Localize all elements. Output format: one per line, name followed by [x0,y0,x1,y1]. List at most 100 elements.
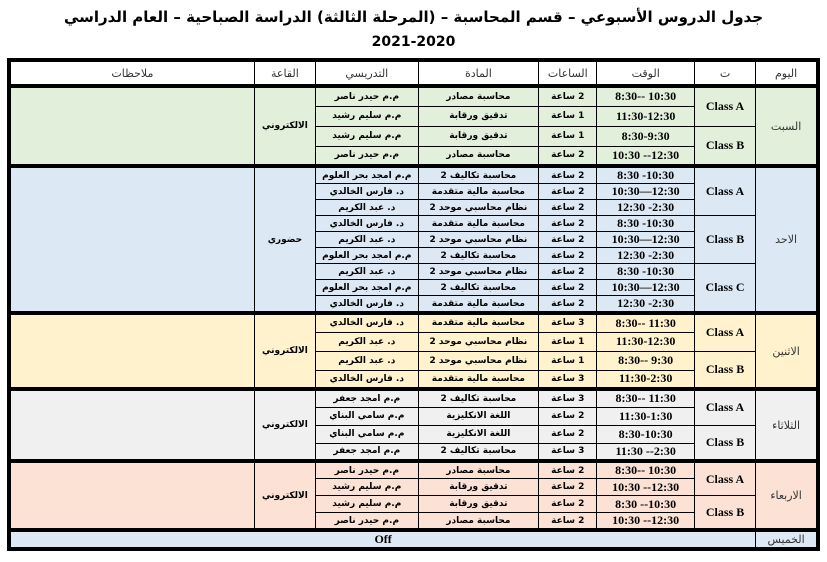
hours-cell: 1 ساعة [538,331,598,352]
header-time: الوقت [596,59,695,87]
subject-cell: محاسبة مالية متقدمة [417,311,540,333]
subject-cell: محاسبة مصادر [417,512,540,531]
day-cell: الخميس [755,528,819,550]
table-row: الثلاثاء Class A 8:30-- 11:30 3 ساعة محاسبة … [8,387,819,462]
hours-cell: 2 ساعة [538,84,598,107]
table-row: 10:30—12:30 2 ساعة نظام محاسبي موحد 2 د. عب… [9,231,818,248]
hall-cell: الالكتروني [253,311,317,390]
time-cell: 10:30—12:30 [596,231,695,248]
time-cell: 10:30 --12:30 [596,145,695,167]
subject-cell: محاسبة مالية متقدمة [417,215,540,232]
table-row: السبت Class A 8:30-- 10:30 2 ساعة محاسبة مصا… [8,84,819,167]
teacher-cell: د. فارس الخالدي [315,369,419,390]
teacher-cell: د. عبد الكريم [315,350,419,371]
hours-cell: 3 ساعة [538,442,598,462]
subject-cell: محاسبة مصادر [417,145,540,167]
hours-cell: 2 ساعة [538,199,598,216]
header-row: اليوم ت الوقت الساعات المادة التدريسي ال… [8,59,819,87]
header-day: اليوم [755,59,819,87]
time-cell: 8:30-- 11:30 [596,311,695,333]
subject-cell: اللغة الانكليزية [417,406,540,426]
class-cell: Class B [693,125,757,167]
teacher-cell: د. عبد الكريم [315,263,419,280]
teacher-cell: م.م امجد بحر العلوم [315,279,419,296]
subject-cell: محاسبة تكاليف 2 [417,164,540,184]
teacher-cell: م.م سليم رشيد [315,495,419,513]
hours-cell: 2 ساعة [538,247,598,264]
time-cell: 11:30 --2:30 [596,442,695,462]
subject-cell: نظام محاسبي موحد 2 [417,331,540,352]
time-cell: 8:30-9:30 [596,125,695,147]
time-cell: 12:30 -2:30 [596,199,695,216]
hall-cell: الالكتروني [253,84,317,167]
hours-cell: 2 ساعة [538,459,598,479]
class-cell: Class B [693,424,757,462]
subject-cell: محاسبة تكاليف 2 [417,387,540,408]
hours-cell: 2 ساعة [538,406,598,426]
time-cell: 8:30-- 10:30 [596,84,695,107]
time-cell: 10:30—12:30 [596,183,695,200]
hours-cell: 2 ساعة [538,478,598,496]
subject-cell: محاسبة تكاليف 2 [417,442,540,462]
hours-cell: 3 ساعة [538,369,598,390]
table-row: Class B 8:30-- 9:30 1 ساعة نظام محاسبي موحد… [9,350,818,390]
subject-cell: نظام محاسبي موحد 2 [417,263,540,280]
time-cell: 10:30 --12:30 [596,478,695,496]
subject-cell: محاسبة مصادر [417,459,540,479]
hall-cell: حضوري [253,164,317,314]
teacher-cell: م.م سليم رشيد [315,478,419,496]
notes-cell [8,164,255,314]
time-cell: 8:30-- 11:30 [596,387,695,408]
time-cell: 12:30 -2:30 [596,295,695,314]
subject-cell: محاسبة تكاليف 2 [417,247,540,264]
teacher-cell: م.م حيدر ناصر [315,459,419,479]
hours-cell: 2 ساعة [538,512,598,531]
hours-cell: 2 ساعة [538,279,598,296]
subject-cell: محاسبة مالية متقدمة [417,369,540,390]
table-row: 10:30—12:30 2 ساعة محاسبة مالية متقدمة د. ف… [9,183,818,200]
academic-year: 2021-2020 [371,34,456,50]
table-row: الاحد Class A 8:30 -10:30 2 ساعة محاسبة تكال… [8,164,819,314]
class-cell: Class B [693,495,757,531]
table-row: 12:30 -2:30 2 ساعة نظام محاسبي موحد 2 د. عب… [9,199,818,216]
hours-cell: 2 ساعة [538,164,598,184]
table-row: 10:30 --12:30 2 ساعة محاسبة مصادر م.م حيدر … [9,145,818,167]
table-row: Class C 8:30 -10:30 2 ساعة نظام محاسبي موحد… [9,263,818,314]
header-hours: الساعات [538,59,598,87]
hours-cell: 3 ساعة [538,311,598,333]
table-row: 10:30—12:30 2 ساعة محاسبة تكاليف 2 م.م امجد… [9,279,818,296]
table-row: 11:30-12:30 1 ساعة تدقيق ورقابة م.م سليم رش… [9,105,818,127]
time-cell: 8:30-10:30 [596,424,695,444]
header-class: ت [693,59,757,87]
day-cell: الاثنين [755,311,819,390]
teacher-cell: د. فارس الخالدي [315,183,419,200]
teacher-cell: د. عبد الكريم [315,231,419,248]
table-row: 10:30 --12:30 2 ساعة تدقيق ورقابة م.م سليم … [9,478,818,496]
teacher-cell: د. فارس الخالدي [315,295,419,314]
time-cell: 8:30 -10:30 [596,263,695,280]
table-row: 11:30-12:30 1 ساعة نظام محاسبي موحد 2 د. عب… [9,331,818,352]
subject-cell: تدقيق ورقابة [417,125,540,147]
class-cell: Class A [693,164,757,216]
hours-cell: 2 ساعة [538,424,598,444]
subject-cell: محاسبة تكاليف 2 [417,279,540,296]
subject-cell: محاسبة مصادر [417,84,540,107]
class-cell: Class A [693,84,757,127]
time-cell: 8:30-- 10:30 [596,459,695,479]
hours-cell: 2 ساعة [538,183,598,200]
teacher-cell: م.م سليم رشيد [315,105,419,127]
hours-cell: 2 ساعة [538,263,598,280]
table-row: Class B 8:30-9:30 1 ساعة تدقيق ورقابة م.م سل… [9,125,818,167]
header-teacher: التدريسي [315,59,419,87]
off-cell: Off [8,528,757,550]
time-cell: 8:30 -10:30 [596,164,695,184]
teacher-cell: د. فارس الخالدي [315,311,419,333]
teacher-cell: م.م سامي البناي [315,424,419,444]
notes-cell [8,459,255,531]
notes-cell [8,84,255,167]
hours-cell: 1 ساعة [538,350,598,371]
subject-cell: نظام محاسبي موحد 2 [417,350,540,371]
teacher-cell: د. عبد الكريم [315,199,419,216]
table-row: 10:30 --12:30 2 ساعة محاسبة مصادر م.م حيدر … [9,512,818,531]
header-hall: القاعة [253,59,317,87]
